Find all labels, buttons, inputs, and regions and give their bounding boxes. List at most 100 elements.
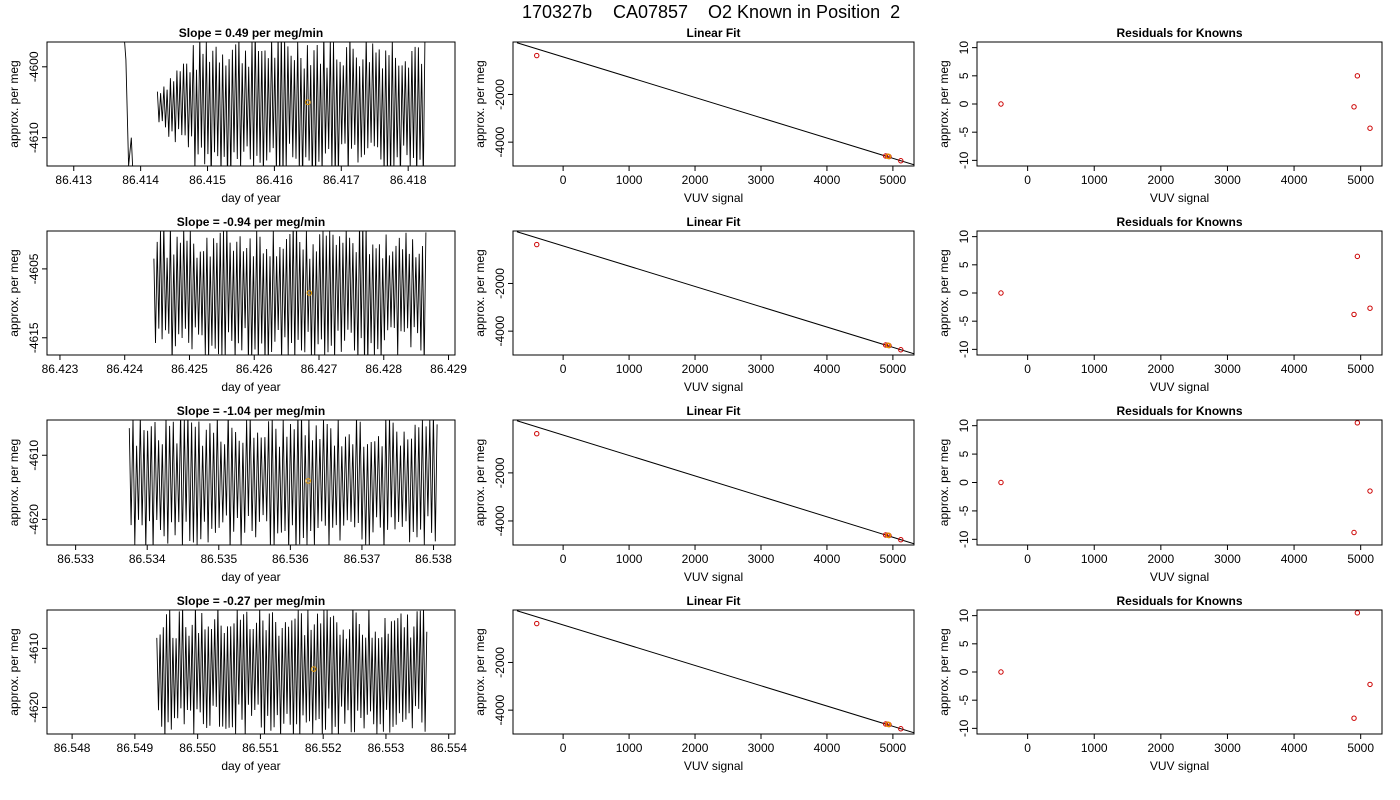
panel-r1-c0-xtick-label-5: 86.428 [365,362,402,376]
panel-r3-c0-xtick-label-3: 86.551 [242,741,279,755]
panel-r3-c0-title: Slope = -0.27 per meg/min [177,594,325,608]
panel-r1-c1-title: Linear Fit [686,215,740,229]
panel-r0-c0-xlabel: day of year [221,191,280,205]
panel-r3-c2-ytick-label-0: 10 [957,609,971,623]
panel-r3-c2-ylabel: approx. per meg [937,628,951,715]
panel-r2-c2-ytick-label-3: -5 [957,505,971,516]
panel-r0-c2-xlabel: VUV signal [1150,191,1209,205]
panel-r2-c0-xtick-label-4: 86.537 [344,552,381,566]
panel-r0-c2-ylabel: approx. per meg [937,60,951,147]
panel-r1-c2-xtick-label-3: 3000 [1214,362,1241,376]
panel-r3-c0-xtick-label-1: 86.549 [117,741,154,755]
panel-r1-c2: 0 1000 2000 3000 4000 5000 10 5 0 -5 -10 Residuals … [937,215,1383,394]
panel-r0-c2: 0 1000 2000 3000 4000 5000 10 5 0 -5 -10 Residuals … [937,26,1383,205]
panel-r1-c0-title: Slope = -0.94 per meg/min [177,215,325,229]
panel-r3-c2-point-2 [1354,610,1361,616]
panel-r1-c1-frame [512,230,915,356]
panel-r1-c0-xtick-label-2: 86.425 [171,362,208,376]
panel-r3-c1-xtick-label-1: 1000 [616,741,643,755]
panel-r2-c2-point-3 [1367,488,1373,494]
panel-r2-c2: 0 1000 2000 3000 4000 5000 10 5 0 -5 -10 Residuals … [937,404,1383,584]
panel-r1-c0-xtick-label-1: 86.424 [106,362,143,376]
panel-r3-c2: 0 1000 2000 3000 4000 5000 10 5 0 -5 -10 Residuals … [937,594,1383,773]
panel-r0-c0-plot-area [124,42,426,166]
panels-grid: 86.413 86.414 86.415 86.416 86.417 86.418 -460… [7,26,1383,773]
panel-r3-c0-series-line-0-0 [156,610,428,734]
panel-r3-c2-ytick-label-2: 0 [957,668,971,675]
panel-r2-c1-xtick-label-4: 4000 [814,552,841,566]
panel-r2-c0-ytick-label-1: -4620 [27,504,41,535]
panel-r3-c2-xtick-label-4: 4000 [1281,741,1308,755]
panel-r1-c2-xlabel: VUV signal [1150,380,1209,394]
panel-r2-c2-ytick-label-1: 5 [957,450,971,457]
panel-r1-c0-xlabel: day of year [221,380,280,394]
panel-r1-c0-frame [46,230,456,356]
panel-r2-c2-ylabel: approx. per meg [937,439,951,526]
panel-r3-c1-point-4 [898,726,904,732]
panel-r1-c0-xtick-label-0: 86.423 [42,362,79,376]
panel-r3-c0-ylabel: approx. per meg [7,628,21,715]
panel-r3-c2-ytick-label-3: -5 [957,695,971,706]
panel-r3-c0-xtick-label-5: 86.553 [368,741,405,755]
panel-r1-c0-xtick-label-3: 86.426 [236,362,273,376]
panel-r2-c1-fit-line [516,420,914,545]
panel-r0-c2-ytick-label-0: 10 [957,41,971,55]
panel-r3-c0-xlabel: day of year [221,759,280,773]
panel-r1-c1-xtick-label-5: 5000 [880,362,907,376]
panel-r2-c1-frame [512,419,915,546]
panel-r1-c0-ytick-label-1: -4615 [27,322,41,353]
panel-r1-c2-xtick-label-0: 0 [1024,362,1031,376]
panel-r3-c1-fit-line [516,610,914,734]
panel-r0-c1-xtick-label-5: 5000 [880,173,907,187]
panel-r0-c0-xtick-label-1: 86.414 [122,173,159,187]
panel-r1-c1-plot-area [516,231,914,355]
panel-r2-c0: 86.533 86.534 86.535 86.536 86.537 86.538 -461… [7,404,456,584]
panel-r1-c2-title: Residuals for Knowns [1116,215,1242,229]
panel-r0-c1-xtick-label-4: 4000 [814,173,841,187]
panel-r2-c2-frame [976,419,1383,546]
panel-r0-c1-ytick-label-0: -2000 [493,79,507,110]
panel-r1-c1-highlight-point [885,342,892,349]
panel-r1-c0-xtick-label-4: 86.427 [301,362,338,376]
panel-r3-c2-ytick-label-4: -10 [957,719,971,737]
panel-r0-c1-xtick-label-2: 2000 [682,173,709,187]
panel-r3-c1: 0 1000 2000 3000 4000 5000 -2000 -4000 Linear Fi… [473,594,915,773]
panel-r1-c0-plot-area [153,231,427,355]
panel-r0-c2-xtick-label-4: 4000 [1281,173,1308,187]
panel-r2-c2-point-1 [1351,529,1357,536]
panel-r2-c1-point-1 [882,532,889,538]
panel-r0-c2-xtick-label-2: 2000 [1147,173,1174,187]
panel-r3-c0-xtick-label-4: 86.552 [305,741,342,755]
panel-r3-c2-xlabel: VUV signal [1150,759,1209,773]
panel-r1-c2-xtick-label-2: 2000 [1147,362,1174,376]
panel-r2-c2-ytick-label-4: -10 [957,530,971,548]
panel-r0-c1-xtick-label-0: 0 [560,173,567,187]
panel-r1-c0: 86.423 86.424 86.425 86.426 86.427 86.428 86.4… [7,215,467,394]
panel-r0-c1: 0 1000 2000 3000 4000 5000 -2000 -4000 Linear Fi… [473,26,915,205]
panel-r2-c0-xtick-label-3: 86.536 [272,552,309,566]
panel-r0-c0-xtick-label-4: 86.417 [323,173,360,187]
panel-r2-c0-xtick-label-1: 86.534 [129,552,166,566]
panel-r2-c0-xtick-label-5: 86.538 [415,552,452,566]
panel-r2-c1-xtick-label-5: 5000 [880,552,907,566]
panel-r0-c0-series-line-0-0 [124,42,134,166]
panel-r2-c1-xtick-label-1: 1000 [616,552,643,566]
panel-r0-c2-plot-area [998,73,1373,131]
panel-r3-c2-title: Residuals for Knowns [1116,594,1242,608]
panel-r1-c2-ytick-label-0: 10 [957,230,971,244]
panel-r0-c1-ylabel: approx. per meg [473,60,487,147]
panel-r1-c1-ytick-label-0: -2000 [493,268,507,299]
panel-r1-c2-ytick-label-3: -5 [957,316,971,327]
panel-r0-c2-frame [976,41,1383,167]
panel-r2-c2-plot-area [998,420,1373,536]
panel-r2-c2-ytick-label-2: 0 [957,479,971,486]
panel-r0-c2-xtick-label-1: 1000 [1081,173,1108,187]
panel-r0-c1-point-4 [898,158,904,164]
panel-r0-c2-xtick-label-3: 3000 [1214,173,1241,187]
panel-r1-c2-point-0 [998,290,1004,296]
panel-r1-c1-ylabel: approx. per meg [473,249,487,336]
panel-r0-c0-xtick-label-0: 86.413 [55,173,92,187]
panel-r2-c0-xlabel: day of year [221,570,280,584]
panel-r1-c2-ytick-label-1: 5 [957,261,971,268]
panel-r1-c1: 0 1000 2000 3000 4000 5000 -2000 -4000 Linear Fi… [473,215,915,394]
